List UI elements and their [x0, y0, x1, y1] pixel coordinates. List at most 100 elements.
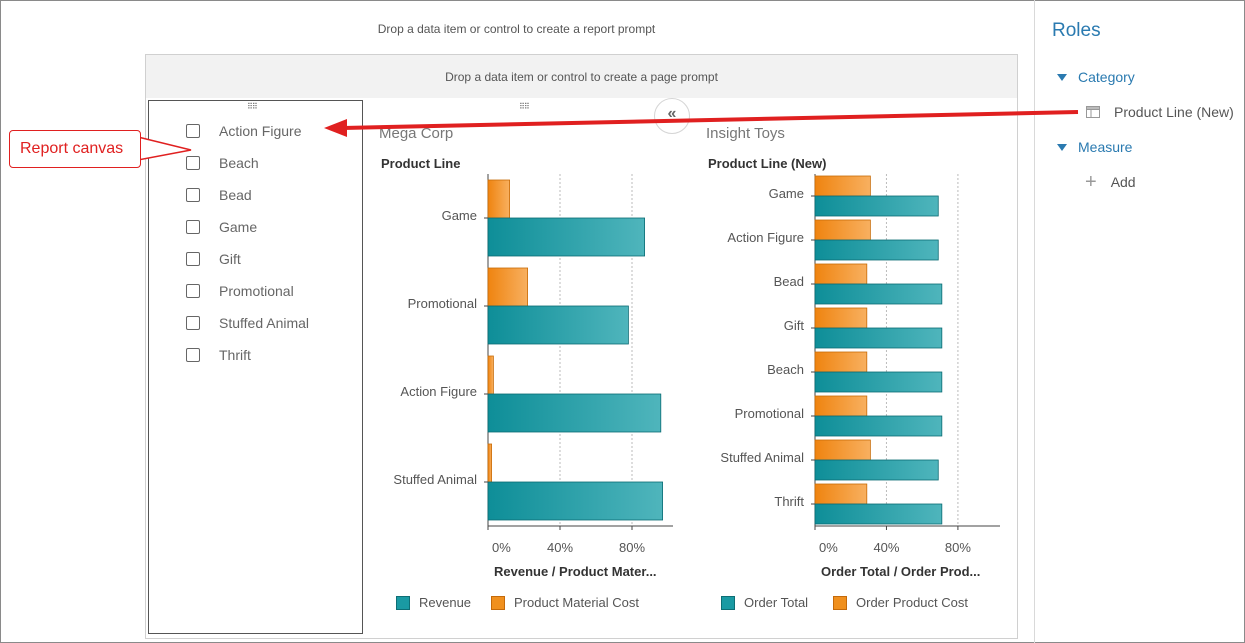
category-label: Promotional [407, 296, 477, 311]
list-item[interactable]: Action Figure [186, 121, 301, 141]
plus-icon: + [1085, 171, 1097, 193]
bar-order-product-cost [814, 439, 871, 461]
role-category-label: Category [1078, 69, 1135, 85]
bar-order-product-cost [814, 219, 871, 241]
chart-1-y-axis-title: Product Line [381, 156, 461, 171]
bar-order-product-cost [814, 263, 868, 285]
report-canvas-callout: Report canvas [9, 130, 141, 168]
chart-1-legend-material-cost[interactable]: Product Material Cost [491, 595, 639, 610]
bar-order-total [814, 459, 939, 481]
checkbox[interactable] [186, 252, 200, 266]
list-item-label: Promotional [219, 283, 294, 299]
category-label: Action Figure [400, 384, 477, 399]
list-item[interactable]: Beach [186, 153, 259, 173]
bar-revenue [487, 393, 662, 433]
category-label: Beach [767, 362, 804, 377]
legend-label: Product Material Cost [514, 595, 639, 610]
bar-order-product-cost [814, 395, 868, 417]
list-item-label: Action Figure [219, 123, 302, 139]
list-item-label: Thrift [219, 347, 251, 363]
list-drag-handle-icon[interactable]: ⠿⠿ [247, 102, 258, 111]
bar-order-product-cost [814, 307, 868, 329]
list-item-label: Bead [219, 187, 252, 203]
role-measure-toggle[interactable]: Measure [1057, 139, 1132, 155]
legend-swatch-teal [721, 595, 735, 610]
bar-order-total [814, 371, 943, 393]
list-item-label: Beach [219, 155, 259, 171]
hierarchy-data-item-icon [1086, 106, 1100, 118]
category-label: Action Figure [727, 230, 804, 245]
list-item[interactable]: Stuffed Animal [186, 313, 309, 333]
category-label: Stuffed Animal [720, 450, 804, 465]
add-measure-button[interactable]: + Add [1085, 171, 1136, 193]
list-item[interactable]: Game [186, 217, 257, 237]
chart-1-x-axis-title: Revenue / Product Mater... [494, 564, 657, 579]
checkbox[interactable] [186, 316, 200, 330]
category-label: Game [441, 208, 477, 223]
bar-order-total [814, 327, 943, 349]
bar-order-total [814, 503, 943, 525]
checkbox[interactable] [186, 124, 200, 138]
category-label: Stuffed Animal [393, 472, 477, 487]
legend-label: Order Total [744, 595, 809, 610]
legend-swatch-teal [396, 595, 410, 610]
legend-swatch-orange [491, 595, 505, 610]
bar-order-product-cost [814, 483, 868, 505]
list-item-label: Gift [219, 251, 241, 267]
list-item[interactable]: Promotional [186, 281, 294, 301]
checkbox[interactable] [186, 220, 200, 234]
chart-2-legend-order-product-cost[interactable]: Order Product Cost [833, 595, 968, 610]
chart-2-x-axis-title: Order Total / Order Prod... [821, 564, 981, 579]
product-line-list-control[interactable] [148, 100, 363, 634]
list-item[interactable]: Thrift [186, 345, 251, 365]
bar-order-product-cost [814, 175, 871, 197]
bar-order-total [814, 283, 943, 305]
list-item[interactable]: Gift [186, 249, 241, 269]
role-category-item[interactable]: Product Line (New) [1086, 104, 1234, 120]
chart-2-legend-order-total[interactable]: Order Total [721, 595, 808, 610]
add-measure-label: Add [1110, 174, 1136, 190]
checkbox[interactable] [186, 348, 200, 362]
x-tick-label: 40% [873, 540, 899, 555]
checkbox[interactable] [186, 188, 200, 202]
bar-revenue [487, 217, 646, 257]
category-label: Thrift [774, 494, 804, 509]
bar-order-total [814, 239, 939, 261]
x-tick-label: 0% [492, 540, 511, 555]
expand-triangle-icon [1057, 143, 1067, 151]
bar-order-total [814, 415, 943, 437]
chart-drag-handle-icon[interactable]: ⠿⠿ [519, 102, 530, 111]
list-item-label: Stuffed Animal [219, 315, 310, 331]
expand-triangle-icon [1057, 73, 1067, 81]
x-tick-label: 0% [819, 540, 838, 555]
bar-revenue [487, 481, 664, 521]
page-prompt-drop-zone[interactable]: Drop a data item or control to create a … [146, 55, 1017, 98]
role-measure-label: Measure [1078, 139, 1133, 155]
category-label: Game [768, 186, 804, 201]
legend-label: Revenue [419, 595, 472, 610]
x-tick-label: 80% [619, 540, 645, 555]
category-label: Promotional [734, 406, 804, 421]
legend-swatch-orange [833, 595, 847, 610]
report-prompt-drop-zone[interactable]: Drop a data item or control to create a … [377, 22, 656, 36]
role-category-item-label: Product Line (New) [1114, 104, 1234, 120]
bar-product-material-cost [487, 267, 528, 307]
category-label: Bead [773, 274, 804, 289]
list-item-label: Game [219, 219, 258, 235]
checkbox[interactable] [186, 284, 200, 298]
role-category-toggle[interactable]: Category [1057, 69, 1135, 85]
legend-label: Order Product Cost [856, 595, 968, 610]
category-label: Gift [783, 318, 804, 333]
roles-pane-title: Roles [1052, 20, 1101, 41]
bar-order-product-cost [814, 351, 868, 373]
bar-order-total [814, 195, 939, 217]
chart-2-y-axis-title: Product Line (New) [708, 156, 827, 171]
list-item[interactable]: Bead [186, 185, 252, 205]
x-tick-label: 40% [547, 540, 573, 555]
x-tick-label: 80% [945, 540, 971, 555]
chart-1-legend-revenue[interactable]: Revenue [396, 595, 471, 610]
roles-pane-divider [1034, 0, 1035, 643]
bar-revenue [487, 305, 629, 345]
